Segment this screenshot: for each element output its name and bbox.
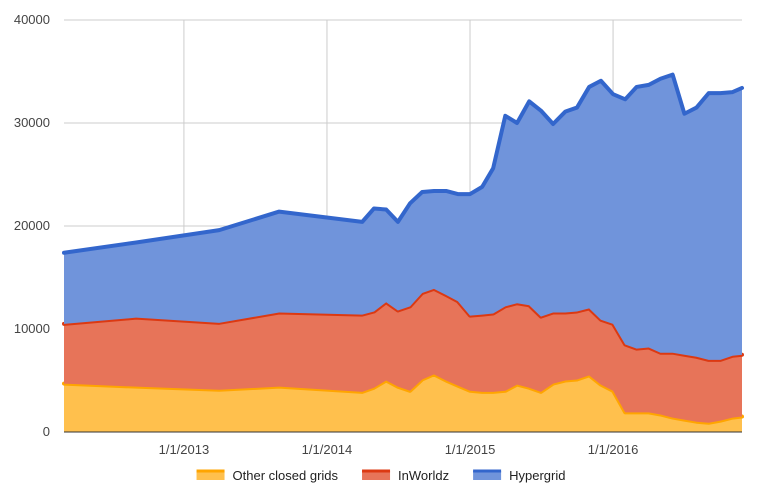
- legend-label-hypergrid: Hypergrid: [509, 468, 565, 483]
- legend-swatch-inworldz: [362, 471, 391, 480]
- x-tick-label: 1/1/2015: [445, 442, 496, 457]
- legend-label-inworldz: InWorldz: [398, 468, 449, 483]
- legend-swatch-hypergrid: [473, 471, 502, 480]
- y-tick-label: 40000: [14, 12, 50, 27]
- x-tick-label: 1/1/2016: [588, 442, 639, 457]
- x-axis-tick-labels: 1/1/2013 1/1/2014 1/1/2015 1/1/2016: [159, 442, 639, 457]
- line-hypergrid: [62, 72, 744, 255]
- x-tick-label: 1/1/2013: [159, 442, 210, 457]
- y-tick-label: 30000: [14, 115, 50, 130]
- legend: Other closed grids InWorldz Hypergrid: [196, 468, 565, 483]
- legend-label-other-closed-grids: Other closed grids: [233, 468, 339, 483]
- area-other-closed-grids: [64, 374, 742, 432]
- y-axis-tick-labels: 0 10000 20000 30000 40000: [14, 12, 50, 439]
- legend-swatch-other-closed-grids: [196, 471, 225, 480]
- y-tick-label: 20000: [14, 218, 50, 233]
- y-tick-label: 0: [43, 424, 50, 439]
- x-tick-label: 1/1/2014: [302, 442, 353, 457]
- area-series: [62, 72, 744, 432]
- y-tick-label: 10000: [14, 321, 50, 336]
